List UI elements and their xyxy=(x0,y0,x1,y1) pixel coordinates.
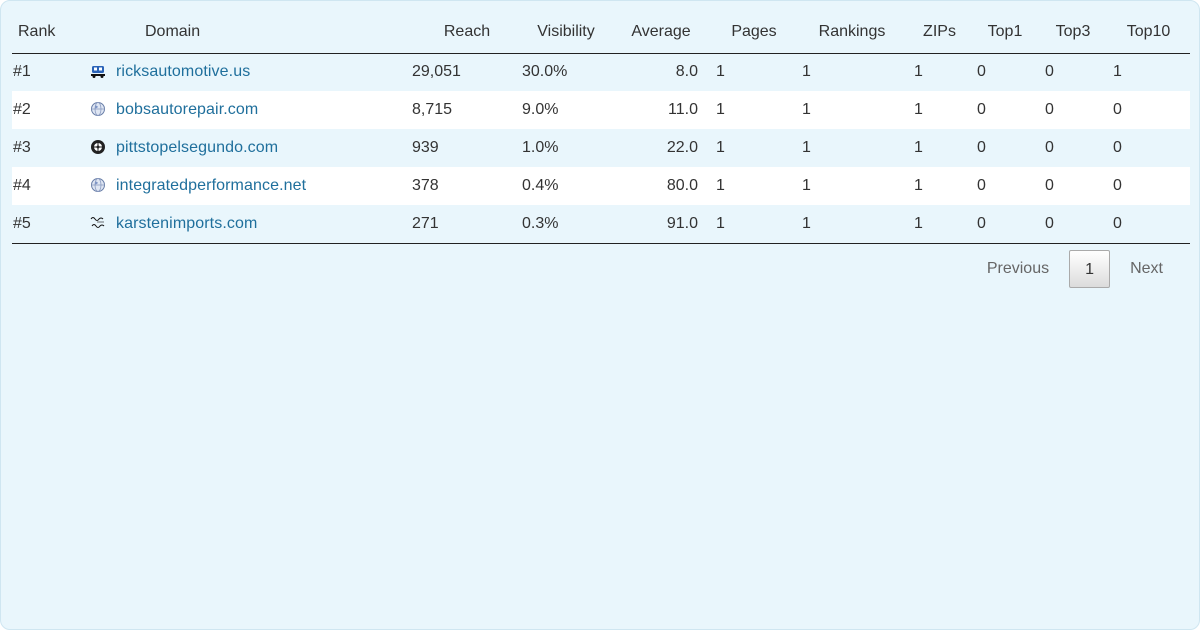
visibility-cell: 1.0% xyxy=(522,129,610,167)
tire-icon xyxy=(90,139,106,155)
average-cell: 91.0 xyxy=(610,205,712,244)
previous-page-button[interactable]: Previous xyxy=(986,260,1050,277)
top3-cell: 0 xyxy=(1039,205,1107,244)
rankings-cell: 1 xyxy=(796,167,908,205)
rank-cell: #5 xyxy=(12,205,90,244)
pages-cell: 1 xyxy=(712,129,796,167)
visibility-cell: 0.4% xyxy=(522,167,610,205)
visibility-cell: 9.0% xyxy=(522,91,610,129)
top1-cell: 0 xyxy=(971,205,1039,244)
column-header-reach[interactable]: Reach xyxy=(412,12,522,54)
top1-cell: 0 xyxy=(971,167,1039,205)
column-header-top1[interactable]: Top1 xyxy=(971,12,1039,54)
top1-cell: 0 xyxy=(971,129,1039,167)
rank-cell: #2 xyxy=(12,91,90,129)
top1-cell: 0 xyxy=(971,91,1039,129)
zips-cell: 1 xyxy=(908,129,971,167)
reach-cell: 8,715 xyxy=(412,91,522,129)
rankings-cell: 1 xyxy=(796,129,908,167)
domain-link[interactable]: bobsautorepair.com xyxy=(116,101,259,118)
domain-ranking-table: Rank Domain Reach Visibility Average Pag… xyxy=(12,12,1190,244)
table-row: #4 integratedperformance.net 378 0.4% 80.0 1 1… xyxy=(12,167,1190,205)
visibility-cell: 0.3% xyxy=(522,205,610,244)
table-row: #3 pittstopelsegundo.com 939 1.0% 22.0 1 1 1 0 0 0 xyxy=(12,129,1190,167)
car-logo-icon xyxy=(90,63,106,79)
pages-cell: 1 xyxy=(712,205,796,244)
reach-cell: 939 xyxy=(412,129,522,167)
table-body: #1 ricksautomotive.us 29,051 30.0% 8.0 1 1 1 0 0 1… xyxy=(12,53,1190,244)
rank-cell: #4 xyxy=(12,167,90,205)
zips-cell: 1 xyxy=(908,53,971,91)
reach-cell: 378 xyxy=(412,167,522,205)
domain-link[interactable]: integratedperformance.net xyxy=(116,177,307,194)
rank-cell: #1 xyxy=(12,53,90,91)
column-header-zips[interactable]: ZIPs xyxy=(908,12,971,54)
top3-cell: 0 xyxy=(1039,167,1107,205)
domain-cell: karstenimports.com xyxy=(90,205,412,244)
rankings-cell: 1 xyxy=(796,91,908,129)
top3-cell: 0 xyxy=(1039,53,1107,91)
rankings-cell: 1 xyxy=(796,53,908,91)
pages-cell: 1 xyxy=(712,167,796,205)
average-cell: 8.0 xyxy=(610,53,712,91)
globe-icon xyxy=(90,177,106,193)
average-cell: 11.0 xyxy=(610,91,712,129)
column-header-domain[interactable]: Domain xyxy=(90,12,412,54)
column-header-top10[interactable]: Top10 xyxy=(1107,12,1190,54)
visibility-cell: 30.0% xyxy=(522,53,610,91)
globe-icon xyxy=(90,101,106,117)
column-header-visibility[interactable]: Visibility xyxy=(522,12,610,54)
column-header-average[interactable]: Average xyxy=(610,12,712,54)
top10-cell: 0 xyxy=(1107,205,1190,244)
pages-cell: 1 xyxy=(712,53,796,91)
top10-cell: 0 xyxy=(1107,129,1190,167)
zips-cell: 1 xyxy=(908,205,971,244)
zips-cell: 1 xyxy=(908,91,971,129)
domain-link[interactable]: ricksautomotive.us xyxy=(116,63,251,81)
current-page-button[interactable]: 1 xyxy=(1069,250,1111,288)
top1-cell: 0 xyxy=(971,53,1039,91)
reach-cell: 29,051 xyxy=(412,53,522,91)
average-cell: 22.0 xyxy=(610,129,712,167)
table-row: #1 ricksautomotive.us 29,051 30.0% 8.0 1 1 1 0 0 1 xyxy=(12,53,1190,91)
table-header-row: Rank Domain Reach Visibility Average Pag… xyxy=(12,12,1190,54)
domain-cell: ricksautomotive.us xyxy=(90,53,412,91)
rank-cell: #3 xyxy=(12,129,90,167)
domain-link[interactable]: karstenimports.com xyxy=(116,214,258,232)
top10-cell: 0 xyxy=(1107,91,1190,129)
average-cell: 80.0 xyxy=(610,167,712,205)
script-logo-icon xyxy=(90,215,106,231)
pages-cell: 1 xyxy=(712,91,796,129)
top3-cell: 0 xyxy=(1039,129,1107,167)
top10-cell: 1 xyxy=(1107,53,1190,91)
rankings-cell: 1 xyxy=(796,205,908,244)
pagination: Previous 1 Next xyxy=(967,249,1183,289)
top3-cell: 0 xyxy=(1039,91,1107,129)
domain-cell: pittstopelsegundo.com xyxy=(90,129,412,167)
column-header-top3[interactable]: Top3 xyxy=(1039,12,1107,54)
top10-cell: 0 xyxy=(1107,167,1190,205)
column-header-rank[interactable]: Rank xyxy=(12,12,90,54)
table-row: #5 karstenimports.com 271 0.3% 91.0 1 1 1 0 0 0 xyxy=(12,205,1190,244)
domain-cell: integratedperformance.net xyxy=(90,167,412,205)
next-page-button[interactable]: Next xyxy=(1130,260,1163,277)
zips-cell: 1 xyxy=(908,167,971,205)
column-header-pages[interactable]: Pages xyxy=(712,12,796,54)
column-header-rankings[interactable]: Rankings xyxy=(796,12,908,54)
domain-cell: bobsautorepair.com xyxy=(90,91,412,129)
table-row: #2 bobsautorepair.com 8,715 9.0% 11.0 1 1 1 0 0 0 xyxy=(12,91,1190,129)
reach-cell: 271 xyxy=(412,205,522,244)
domain-link[interactable]: pittstopelsegundo.com xyxy=(116,139,279,156)
